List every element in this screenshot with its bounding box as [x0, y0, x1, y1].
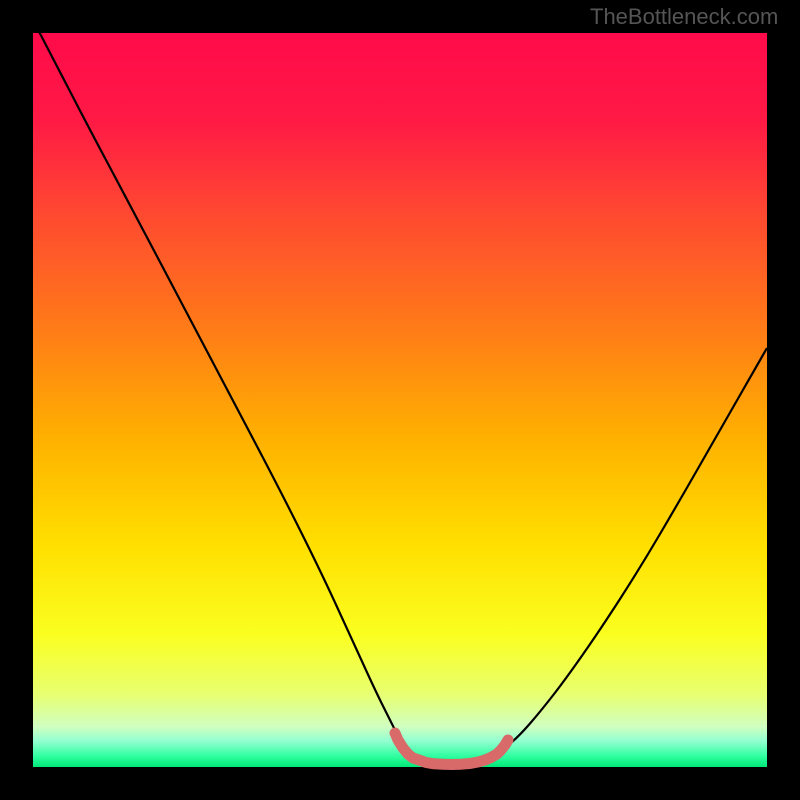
curve-bottom-accent [395, 733, 508, 765]
watermark-label: TheBottleneck.com [590, 4, 778, 30]
chart-svg-layer [0, 0, 800, 800]
bottleneck-curve [33, 20, 767, 765]
